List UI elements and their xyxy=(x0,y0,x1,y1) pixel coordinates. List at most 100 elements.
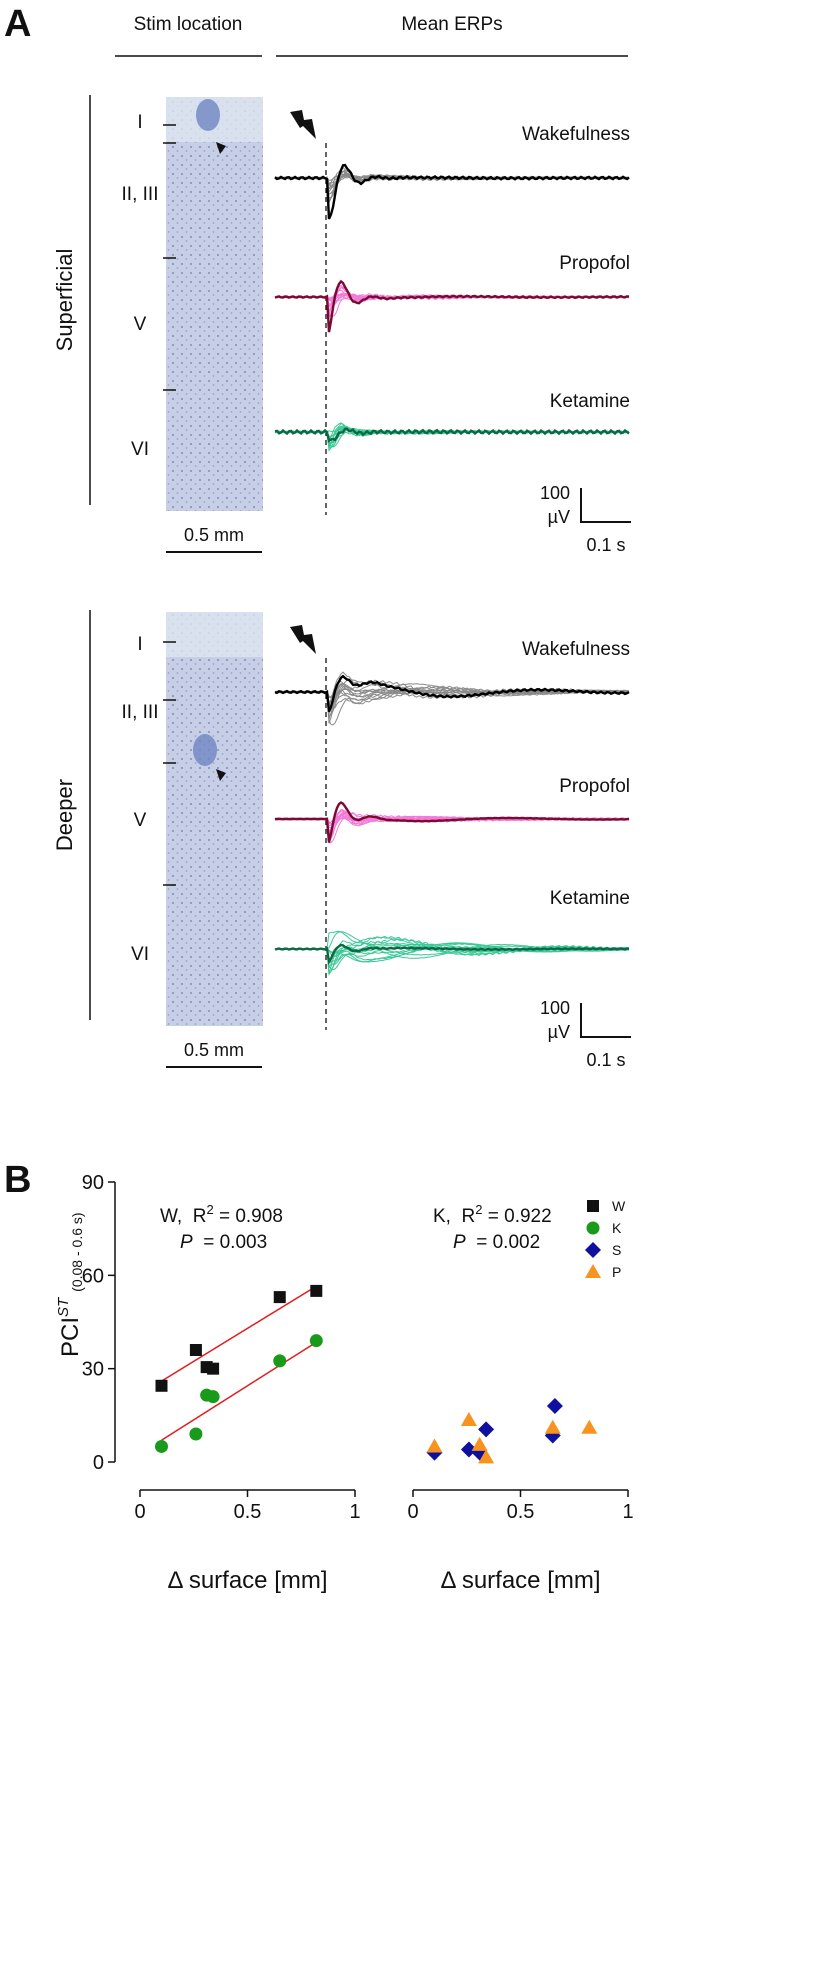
marker xyxy=(461,1412,477,1426)
time-scale-label: 0.1 s xyxy=(586,1050,625,1070)
annotation: K, R2 = 0.922 xyxy=(433,1202,552,1227)
stim-bolt xyxy=(290,110,316,139)
scale-bar-label: 0.5 mm xyxy=(184,1040,244,1060)
y-tick-label: 0 xyxy=(93,1452,104,1474)
legend-label: K xyxy=(612,1220,622,1236)
layer-label: II, III xyxy=(122,184,159,205)
annotation-text: = 0.922 xyxy=(482,1206,551,1227)
y-tick-label: 30 xyxy=(82,1359,104,1381)
x-tick-label: 1 xyxy=(349,1501,360,1523)
annotation-italic: P xyxy=(180,1232,193,1253)
scale-bar-label: 0.5 mm xyxy=(184,525,244,545)
legend-marker xyxy=(587,1222,600,1235)
lesion xyxy=(196,99,220,131)
layer-label: VI xyxy=(131,944,149,965)
marker xyxy=(189,1428,202,1441)
marker xyxy=(478,1421,494,1437)
annotation: P = 0.002 xyxy=(453,1232,540,1253)
amp-scale-label: 100 xyxy=(540,483,570,503)
condition-label: Propofol xyxy=(559,253,630,274)
layer-label: VI xyxy=(131,439,149,460)
y-axis-label: PCIST (0.08 - 0.6 s) xyxy=(55,1212,85,1357)
mean-erp xyxy=(275,281,629,332)
legend-label: S xyxy=(612,1242,621,1258)
annotation-italic: P xyxy=(453,1232,466,1253)
legend-label: W xyxy=(612,1198,626,1214)
amp-scale-label: 100 xyxy=(540,998,570,1018)
legend-marker xyxy=(585,1242,601,1258)
marker xyxy=(274,1291,286,1303)
marker xyxy=(581,1420,597,1434)
marker xyxy=(427,1438,443,1452)
x-tick-label: 0.5 xyxy=(507,1501,535,1523)
legend-label: P xyxy=(612,1264,621,1280)
stim-bolt xyxy=(290,625,316,654)
marker xyxy=(273,1354,286,1367)
condition-label: Ketamine xyxy=(550,391,630,412)
marker xyxy=(156,1380,168,1392)
mean-erp xyxy=(275,803,629,843)
annotation-text: W, R xyxy=(160,1206,206,1227)
amp-time-bar xyxy=(581,1003,631,1037)
condition-label: Ketamine xyxy=(550,888,630,909)
marker xyxy=(155,1440,168,1453)
amp-time-bar xyxy=(581,488,631,522)
y-label-main: PCI xyxy=(57,1317,84,1357)
marker xyxy=(310,1285,322,1297)
marker xyxy=(472,1437,488,1451)
x-tick-label: 0 xyxy=(407,1501,418,1523)
amp-scale-label: µV xyxy=(548,507,570,527)
y-label-sub: (0.08 - 0.6 s) xyxy=(69,1212,85,1291)
y-label-sup: ST xyxy=(55,1296,72,1317)
annotation-text: = 0.003 xyxy=(193,1232,267,1253)
x-tick-label: 0.5 xyxy=(234,1501,262,1523)
annotation-sup: 2 xyxy=(475,1202,482,1217)
histology-image xyxy=(166,612,263,1026)
condition-label: Wakefulness xyxy=(522,124,630,145)
histology-image xyxy=(166,97,263,511)
mean-erp xyxy=(275,429,629,441)
x-axis-label: Δ surface [mm] xyxy=(167,1567,327,1594)
condition-label: Propofol xyxy=(559,776,630,797)
lesion xyxy=(193,734,217,766)
x-tick-label: 1 xyxy=(622,1501,633,1523)
marker xyxy=(310,1334,323,1347)
time-scale-label: 0.1 s xyxy=(586,535,625,555)
marker xyxy=(207,1390,220,1403)
layer-label: I xyxy=(137,634,142,655)
mean-erp xyxy=(275,165,629,219)
marker xyxy=(190,1344,202,1356)
annotation: P = 0.003 xyxy=(180,1232,267,1253)
x-axis-label: Δ surface [mm] xyxy=(440,1567,600,1594)
annotation-text: = 0.908 xyxy=(214,1206,283,1227)
legend-marker xyxy=(585,1264,601,1278)
layer-label: V xyxy=(134,314,147,335)
layer-label: I xyxy=(137,112,142,133)
group-label: Superficial xyxy=(52,249,77,352)
x-tick-label: 0 xyxy=(134,1501,145,1523)
histology-top xyxy=(166,612,263,657)
marker xyxy=(547,1398,563,1414)
layer-label: V xyxy=(134,810,147,831)
column-header: Stim location xyxy=(134,14,243,35)
panel-label: B xyxy=(4,1159,31,1201)
amp-scale-label: µV xyxy=(548,1022,570,1042)
marker xyxy=(207,1363,219,1375)
column-header: Mean ERPs xyxy=(401,14,502,35)
condition-label: Wakefulness xyxy=(522,639,630,660)
group-label: Deeper xyxy=(52,779,77,851)
fit-line xyxy=(162,1342,317,1440)
legend-marker xyxy=(587,1200,599,1212)
layer-label: II, III xyxy=(122,702,159,723)
annotation-sup: 2 xyxy=(206,1202,213,1217)
mean-erp xyxy=(275,676,629,712)
annotation-text: K, R xyxy=(433,1206,475,1227)
annotation: W, R2 = 0.908 xyxy=(160,1202,283,1227)
annotation-text: = 0.002 xyxy=(466,1232,540,1253)
fit-line xyxy=(162,1286,317,1381)
marker xyxy=(545,1420,561,1434)
y-tick-label: 90 xyxy=(82,1172,104,1194)
y-tick-label: 60 xyxy=(82,1265,104,1287)
panel-label: A xyxy=(4,3,31,45)
